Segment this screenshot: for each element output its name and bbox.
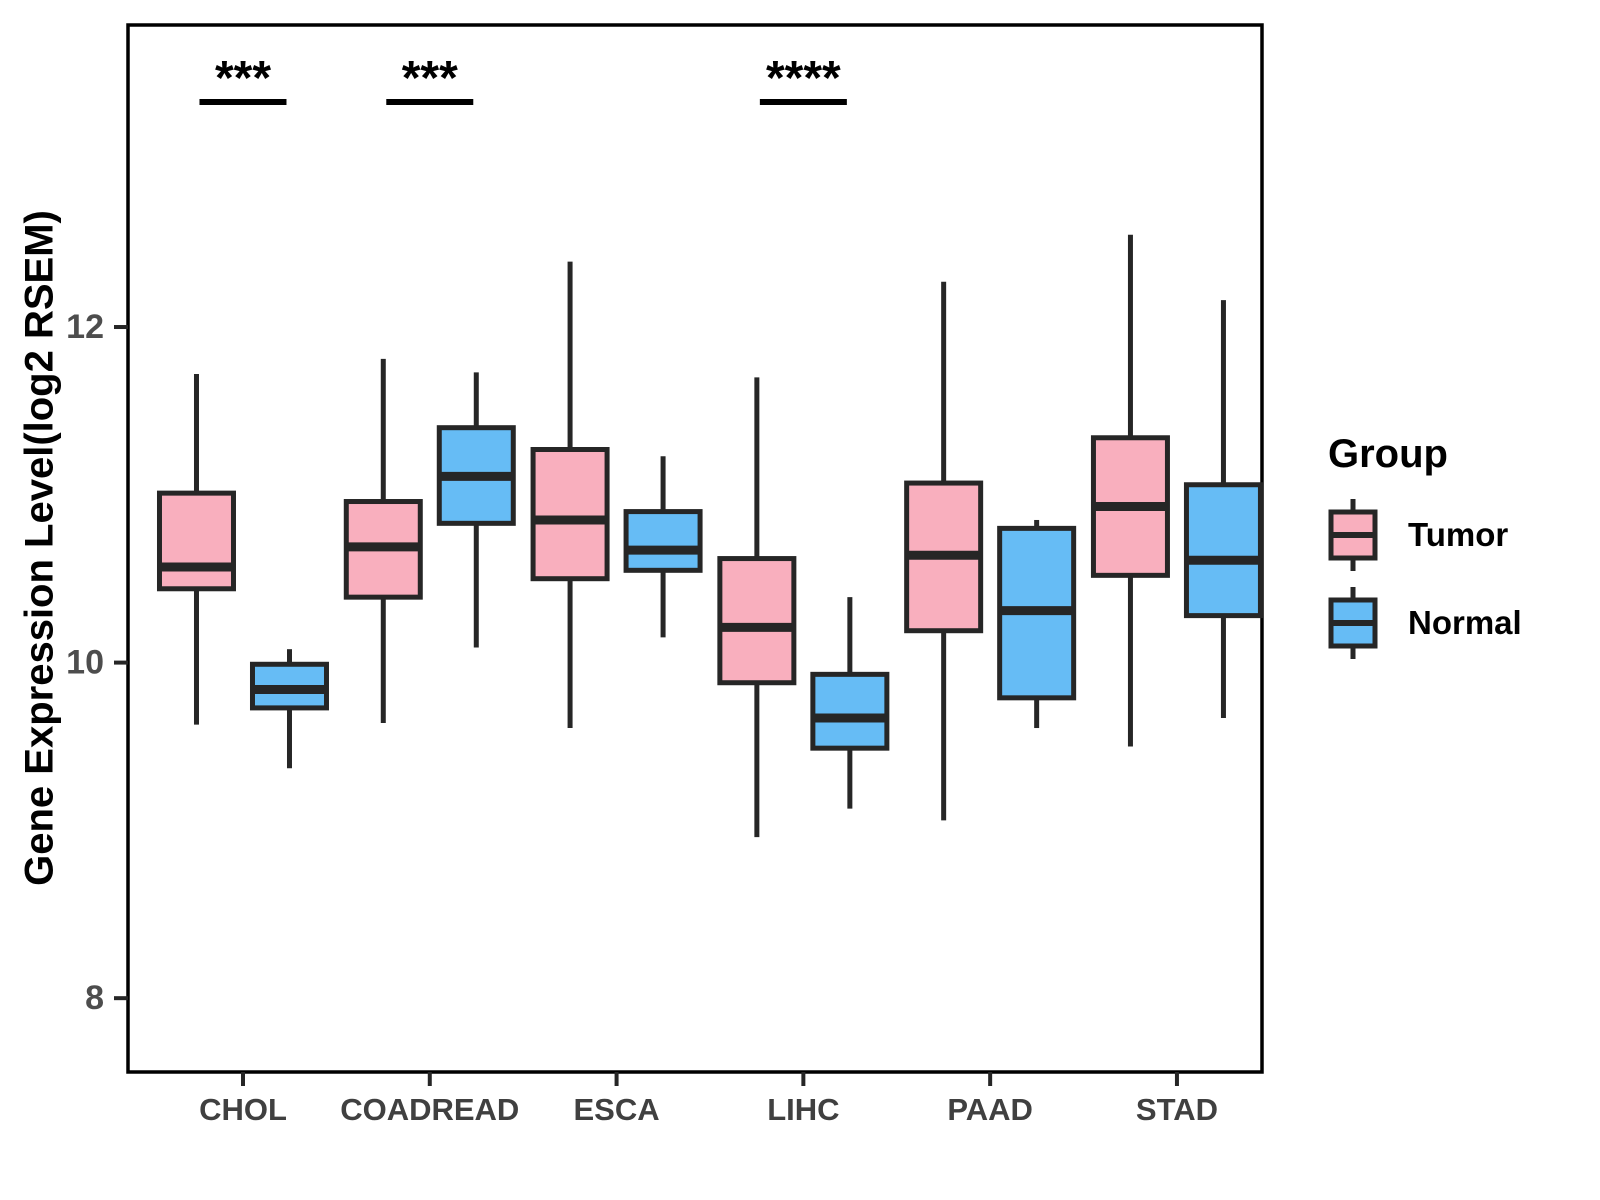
significance-label-lihc: **** xyxy=(766,52,841,105)
box-normal-stad xyxy=(1183,482,1263,619)
y-tick-label-8: 8 xyxy=(85,979,104,1017)
y-tick-label-12: 12 xyxy=(66,308,104,346)
box-normal-lihc xyxy=(810,671,890,751)
significance-label-chol: *** xyxy=(215,52,271,105)
legend-label-normal: Normal xyxy=(1408,604,1522,641)
legend: Group Tumor Normal xyxy=(1326,432,1522,673)
tumor-boxplot-key-icon xyxy=(1328,499,1378,571)
x-tick-label-chol: CHOL xyxy=(199,1092,287,1127)
legend-item-normal: Normal xyxy=(1326,585,1522,661)
y-tick-label-10: 10 xyxy=(66,644,104,682)
box-tumor-esca xyxy=(530,447,610,582)
legend-title: Group xyxy=(1328,432,1448,476)
box-tumor-chol xyxy=(156,490,236,592)
legend-label-tumor: Tumor xyxy=(1408,516,1509,553)
x-tick-label-stad: STAD xyxy=(1136,1092,1218,1127)
x-tick-label-lihc: LIHC xyxy=(767,1092,839,1127)
x-tick-label-paad: PAAD xyxy=(947,1092,1033,1127)
significance-label-coadread: *** xyxy=(402,52,458,105)
box-tumor-lihc xyxy=(717,556,797,686)
box-normal-esca xyxy=(623,509,703,573)
x-tick-label-coadread: COADREAD xyxy=(340,1092,519,1127)
y-axis-title: Gene Expression Level(log2 RSEM) xyxy=(17,210,62,886)
normal-boxplot-key-icon xyxy=(1328,587,1378,659)
x-tick-label-esca: ESCA xyxy=(574,1092,660,1127)
legend-item-tumor: Tumor xyxy=(1326,497,1522,573)
